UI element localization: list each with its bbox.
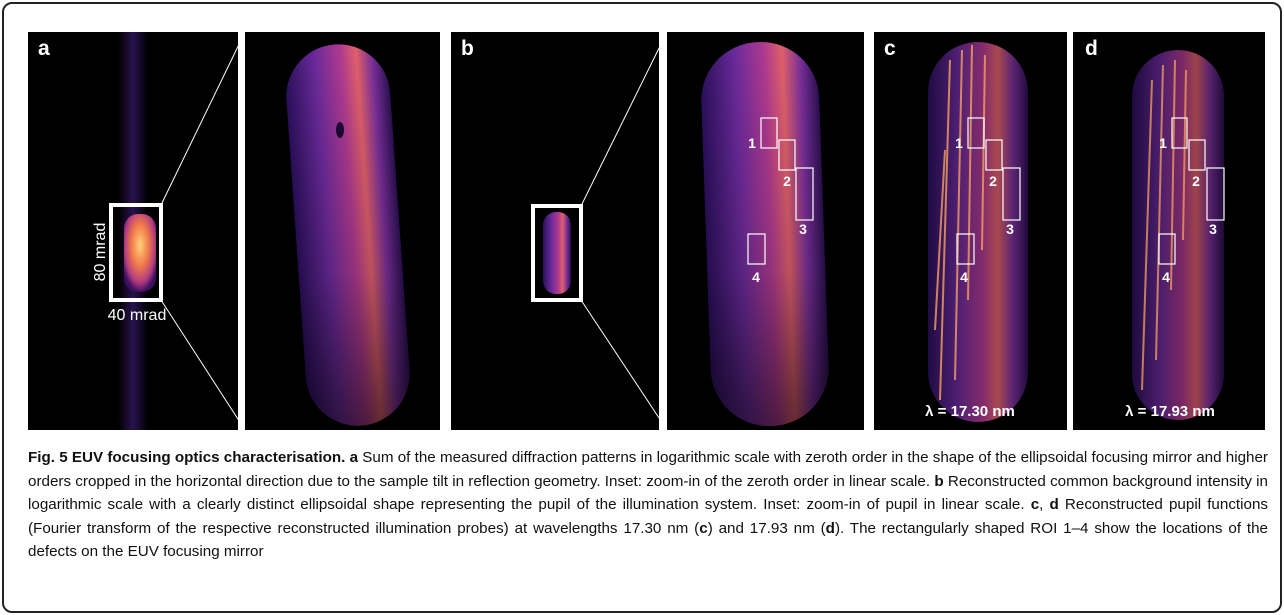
panel-label: a — [38, 37, 50, 60]
caption-bold: d — [1050, 496, 1059, 513]
defect — [336, 122, 344, 138]
roi-label: 1 — [1159, 135, 1167, 151]
wavelength: λ = 17.93 nm — [1125, 403, 1215, 420]
pupil-small — [543, 212, 571, 294]
panel-label: d — [1085, 37, 1098, 60]
page: a b c d 80 mrad 40 mrad 1 2 3 4 1 2 3 4 1 2 3 4 λ =… — [0, 0, 1284, 615]
annotation: 80 mrad — [92, 223, 109, 282]
annotation: 40 mrad — [108, 307, 167, 324]
caption-bold: Fig. 5 EUV focusing optics characterisat… — [28, 449, 358, 466]
roi-label: 2 — [783, 173, 791, 189]
roi-label: 3 — [799, 221, 807, 237]
caption-bold: d — [826, 520, 835, 537]
caption: Fig. 5 EUV focusing optics characterisat… — [28, 446, 1268, 564]
roi-label: 4 — [752, 269, 760, 285]
roi-label: 3 — [1209, 221, 1217, 237]
roi-label: 1 — [955, 135, 963, 151]
wavelength: λ = 17.30 nm — [925, 403, 1015, 420]
figure: a b c d 80 mrad 40 mrad 1 2 3 4 1 2 3 4 1 2 3 4 λ =… — [0, 0, 1284, 440]
panel-label: b — [461, 37, 474, 60]
caption-bold: b — [934, 473, 943, 490]
caption-text: , — [1039, 496, 1049, 513]
roi-label: 2 — [1192, 173, 1200, 189]
zeroth-order — [124, 214, 156, 292]
caption-bold: c — [1031, 496, 1039, 513]
caption-text: ) and 17.93 nm ( — [708, 520, 826, 537]
panel-label: c — [884, 37, 896, 60]
roi-label: 4 — [1162, 269, 1170, 285]
roi-label: 3 — [1006, 221, 1014, 237]
caption-bold: c — [699, 520, 707, 537]
roi-label: 2 — [989, 173, 997, 189]
roi-label: 1 — [748, 135, 756, 151]
roi-label: 4 — [960, 269, 968, 285]
